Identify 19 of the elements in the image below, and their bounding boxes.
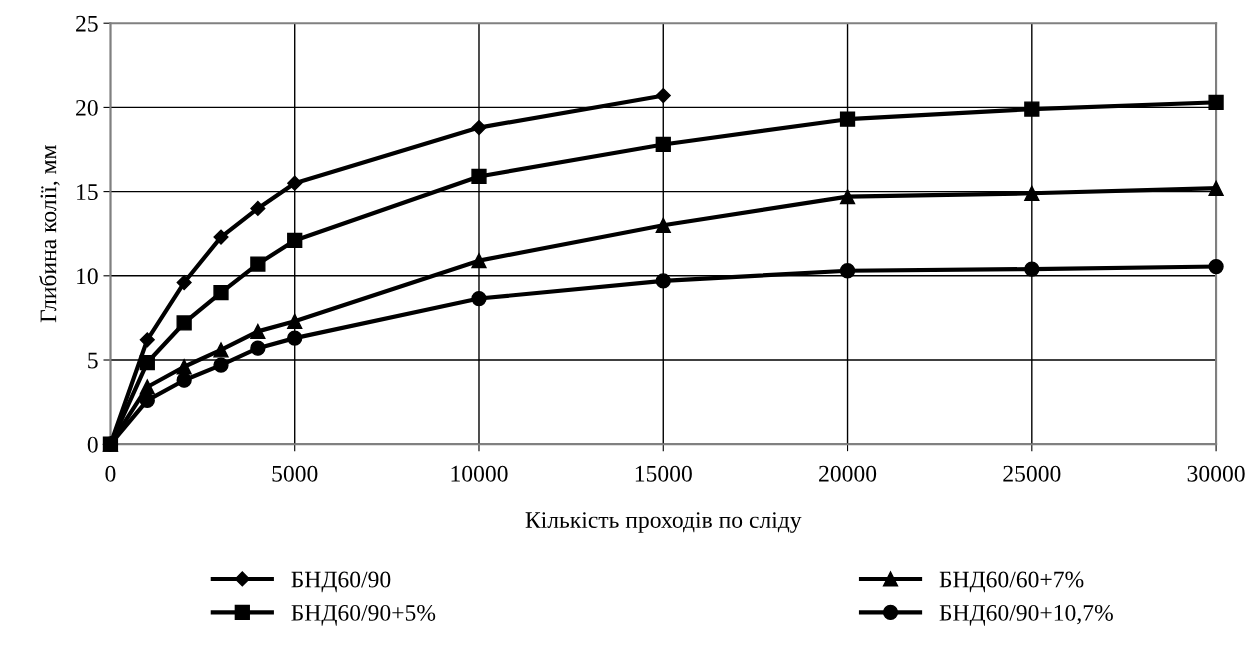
- legend-label: БНД60/90+5%: [291, 604, 436, 626]
- x-tick-label: 25000: [1003, 465, 1061, 482]
- legend-label: БНД60/90+10,7%: [939, 604, 1113, 626]
- legend-label: БНД60/90: [291, 571, 391, 593]
- y-tick-label: 20: [76, 99, 98, 116]
- x-tick-label: 30000: [1187, 465, 1245, 482]
- y-tick-label: 25: [76, 15, 98, 32]
- y-tick-label: 15: [77, 184, 98, 201]
- x-axis-title: Кількість проходів по сліду: [525, 512, 802, 533]
- x-tick-label: 20000: [819, 465, 877, 482]
- y-tick-label: 10: [77, 268, 98, 285]
- y-tick-label: 5: [88, 352, 98, 369]
- x-tick-label: 0: [105, 465, 116, 482]
- x-tick-label: 5000: [272, 465, 318, 482]
- legend-label: БНД60/60+7%: [939, 571, 1084, 593]
- x-tick-label: 10000: [451, 465, 508, 482]
- y-axis-title: Глибина колії, мм: [39, 145, 60, 323]
- y-tick-label: 0: [87, 436, 98, 453]
- x-tick-label: 15000: [635, 465, 692, 482]
